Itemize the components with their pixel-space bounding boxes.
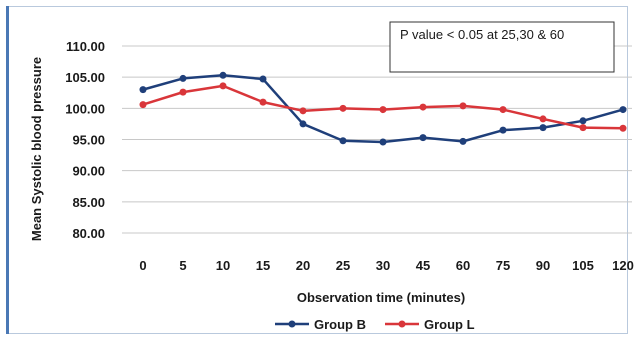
y-axis-ticks: 110.00 105.00 100.00 95.00 90.00 85.00 80.00 [65, 39, 105, 241]
data-point [299, 107, 307, 115]
y-axis-title: Mean Systolic blood pressure [29, 57, 44, 241]
data-point [339, 104, 347, 112]
data-point [539, 124, 547, 132]
data-point [579, 117, 587, 125]
x-axis-ticks: 0 5 10 15 20 25 30 45 60 75 90 105 120 [139, 258, 633, 273]
data-point [619, 124, 627, 132]
data-point [339, 137, 347, 145]
x-tick-label: 120 [612, 258, 634, 273]
y-tick-label: 85.00 [72, 195, 105, 210]
legend-item: Group L [385, 317, 475, 332]
x-tick-label: 75 [496, 258, 510, 273]
x-tick-label: 45 [416, 258, 430, 273]
data-point [259, 98, 267, 106]
series-group-l [139, 82, 627, 132]
legend-label: Group B [314, 317, 366, 332]
series-lines [139, 71, 627, 146]
annotation-box: P value < 0.05 at 25,30 & 60 [389, 21, 615, 73]
data-point [579, 124, 587, 132]
x-tick-label: 5 [179, 258, 186, 273]
annotation-text: P value < 0.05 at 25,30 & 60 [400, 27, 564, 42]
y-tick-label: 105.00 [65, 70, 105, 85]
data-point [459, 137, 467, 145]
data-point [219, 82, 227, 90]
data-point [259, 75, 267, 83]
y-tick-label: 110.00 [66, 39, 105, 54]
data-point [619, 106, 627, 114]
x-tick-label: 30 [376, 258, 390, 273]
frame-left-border [6, 6, 9, 334]
data-point [379, 138, 387, 146]
legend-label: Group L [424, 317, 475, 332]
legend-marker [288, 320, 296, 328]
x-tick-label: 90 [536, 258, 550, 273]
y-tick-label: 90.00 [72, 164, 105, 179]
x-tick-label: 20 [296, 258, 310, 273]
data-point [139, 101, 147, 109]
x-tick-label: 105 [572, 258, 594, 273]
data-point [499, 106, 507, 114]
y-tick-label: 80.00 [72, 226, 105, 241]
x-tick-label: 15 [256, 258, 270, 273]
series-group-b [139, 71, 627, 146]
grid-lines [122, 45, 632, 234]
data-point [539, 115, 547, 123]
legend-item: Group B [275, 317, 366, 332]
x-tick-label: 25 [336, 258, 350, 273]
data-point [419, 134, 427, 142]
data-point [499, 126, 507, 134]
data-point [179, 88, 187, 96]
x-tick-label: 60 [456, 258, 470, 273]
x-tick-label: 0 [139, 258, 146, 273]
legend: Group B Group L [275, 317, 475, 332]
data-point [379, 106, 387, 114]
y-tick-label: 95.00 [72, 133, 105, 148]
data-point [299, 120, 307, 128]
legend-marker [398, 320, 406, 328]
data-point [179, 74, 187, 82]
data-point [419, 103, 427, 111]
x-tick-label: 10 [216, 258, 230, 273]
x-axis-title: Observation time (minutes) [297, 290, 465, 305]
data-point [219, 71, 227, 79]
data-point [139, 86, 147, 94]
data-point [459, 102, 467, 110]
y-tick-label: 100.00 [65, 101, 105, 116]
